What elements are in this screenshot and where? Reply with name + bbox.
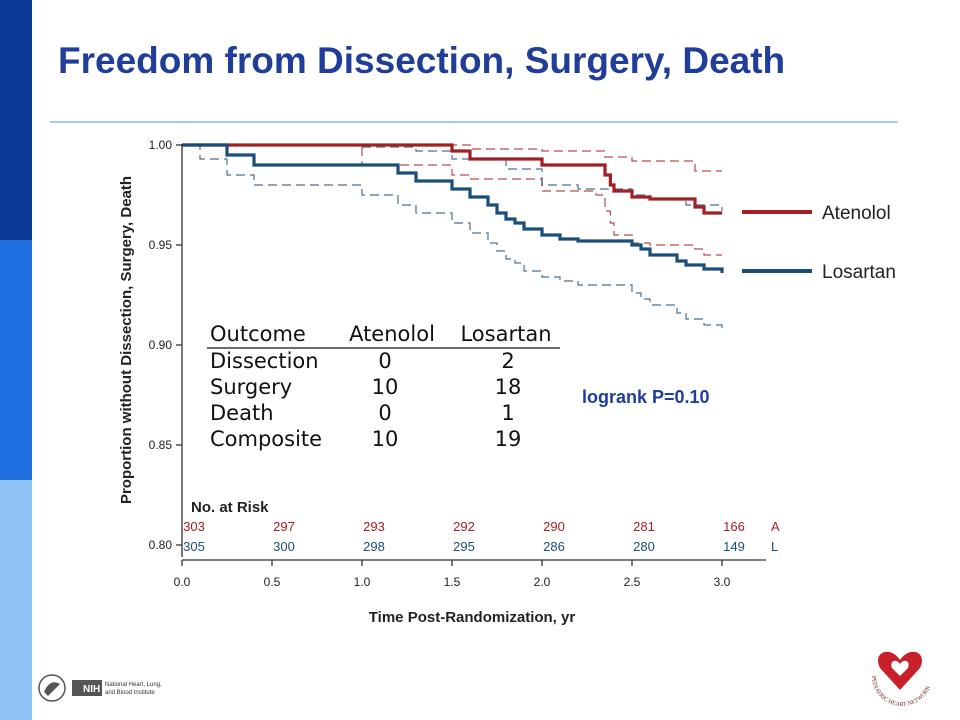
at-risk-count: 166 xyxy=(723,519,745,534)
at-risk-count: 300 xyxy=(273,539,295,554)
survival-curves xyxy=(182,143,724,273)
table-cell: 18 xyxy=(495,375,522,399)
x-tick-label: 2.0 xyxy=(534,575,551,589)
atenolol-curve xyxy=(182,143,722,215)
hhs-logo xyxy=(38,674,66,702)
at-risk-count: 295 xyxy=(453,539,475,554)
atenolol-ci-lower xyxy=(182,144,722,256)
outcome-table: Outcome Atenolol Losartan Dissection 0 2 Surge… xyxy=(207,322,560,451)
at-risk-tag: L xyxy=(771,539,778,554)
nih-logo: NIH National Heart, Lung, and Blood Inst… xyxy=(72,680,162,696)
pediatric-heart-network-seal: PEDIATRIC HEART NETWORK xyxy=(870,651,932,708)
axes: 1.00 0.95 0.90 0.85 0.80 0.0 0.5 1.0 1.5 2.0 2.5 3.… xyxy=(149,138,766,589)
logrank-annotation: logrank P=0.10 xyxy=(582,387,710,407)
table-row-label: Death xyxy=(210,401,274,425)
table-row-label: Composite xyxy=(210,427,322,451)
at-risk-tag: A xyxy=(771,519,780,534)
at-risk-label: No. at Risk xyxy=(191,499,269,516)
x-tick-label: 0.0 xyxy=(174,575,191,589)
table-cell: 1 xyxy=(501,401,514,425)
table-header: Losartan xyxy=(460,322,551,346)
at-risk-count: 298 xyxy=(363,539,385,554)
at-risk-count: 292 xyxy=(453,519,475,534)
losartan-legend-label: Losartan xyxy=(822,262,896,283)
institute-line-2: and Blood Institute xyxy=(105,690,155,696)
table-cell: 0 xyxy=(378,401,391,425)
y-tick-label: 0.85 xyxy=(149,438,173,452)
x-tick-label: 0.5 xyxy=(264,575,281,589)
at-risk-count: 297 xyxy=(273,519,295,534)
at-risk-count: 290 xyxy=(543,519,565,534)
table-header: Outcome xyxy=(210,322,306,346)
table-cell: 19 xyxy=(495,427,522,451)
x-axis-label: Time Post-Randomization, yr xyxy=(369,609,576,626)
title-rule xyxy=(50,121,898,123)
sidebar-band-mid xyxy=(0,240,32,480)
x-tick-label: 2.5 xyxy=(624,575,641,589)
y-tick-label: 1.00 xyxy=(149,138,173,152)
x-tick-label: 1.0 xyxy=(354,575,371,589)
x-tick-label: 1.5 xyxy=(444,575,461,589)
table-cell: 2 xyxy=(501,349,514,373)
losartan-ci-upper xyxy=(182,144,723,211)
y-tick-label: 0.95 xyxy=(149,238,173,252)
at-risk-count: 280 xyxy=(633,539,655,554)
x-tick-label: 3.0 xyxy=(714,575,731,589)
at-risk-count: 303 xyxy=(183,519,205,534)
sidebar-band-dark xyxy=(0,0,32,240)
confidence-bands xyxy=(182,144,723,329)
y-tick-label: 0.80 xyxy=(149,538,173,552)
atenolol-ci-upper xyxy=(182,144,722,172)
institute-line-1: National Heart, Lung, xyxy=(105,682,162,688)
at-risk-count: 305 xyxy=(183,539,205,554)
y-axis-label: Proportion without Dissection, Surgery, … xyxy=(118,176,135,504)
table-cell: 0 xyxy=(378,349,391,373)
table-row-label: Dissection xyxy=(210,349,319,373)
at-risk-table: 303 297 293 292 290 281 166 A 305 300 298 295 286 280… xyxy=(183,519,780,554)
losartan-ci-lower xyxy=(182,144,723,329)
nih-badge-text: NIH xyxy=(83,684,100,695)
legend: Atenolol Losartan xyxy=(742,203,896,283)
table-cell: 10 xyxy=(372,427,399,451)
at-risk-count: 293 xyxy=(363,519,385,534)
slide-title: Freedom from Dissection, Surgery, Death xyxy=(58,40,786,81)
at-risk-count: 149 xyxy=(723,539,745,554)
sidebar-band-light xyxy=(0,480,32,720)
losartan-curve xyxy=(182,143,724,273)
table-header: Atenolol xyxy=(349,322,435,346)
y-tick-label: 0.90 xyxy=(149,338,173,352)
table-row-label: Surgery xyxy=(210,375,292,399)
table-cell: 10 xyxy=(372,375,399,399)
atenolol-legend-label: Atenolol xyxy=(822,203,891,224)
at-risk-count: 286 xyxy=(543,539,565,554)
at-risk-count: 281 xyxy=(633,519,655,534)
